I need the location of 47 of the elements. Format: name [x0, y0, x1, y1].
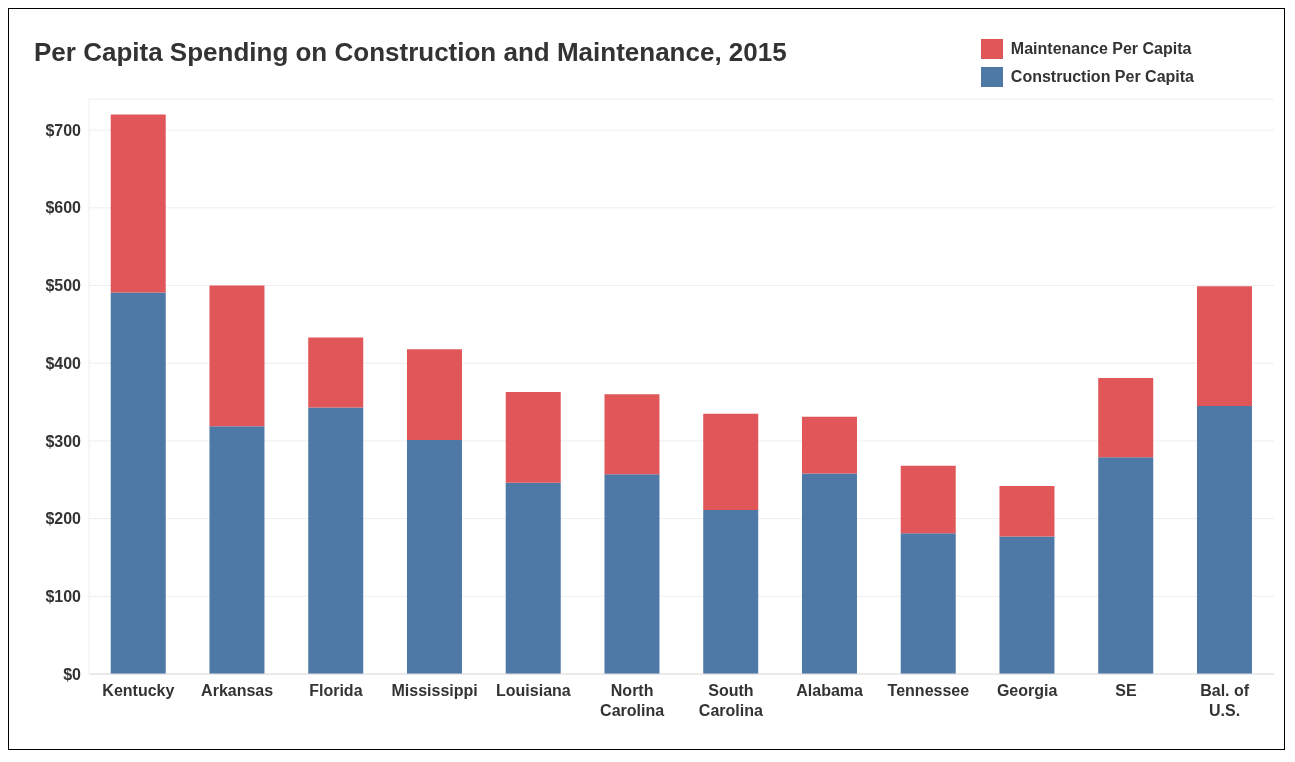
bar	[308, 407, 364, 674]
bar	[900, 465, 956, 534]
legend-label: Construction Per Capita	[1010, 68, 1194, 86]
bar	[110, 114, 166, 293]
x-tick-label: Florida	[309, 682, 363, 699]
bar	[1098, 377, 1154, 458]
bar	[110, 292, 166, 674]
bar	[604, 474, 660, 674]
y-tick-label: $700	[45, 121, 82, 139]
x-tick-label: Tennessee	[887, 682, 970, 699]
x-tick-label: Bal. of U.S.	[1200, 682, 1250, 719]
y-tick-label: $0	[63, 665, 82, 683]
bar	[801, 473, 857, 674]
x-tick-label: Louisiana	[496, 682, 571, 699]
x-tick-label: SE	[1115, 682, 1137, 699]
bar	[999, 536, 1055, 674]
y-tick-label: $400	[45, 354, 82, 372]
x-tick-label: Alabama	[796, 682, 864, 699]
y-tick-label: $500	[45, 277, 82, 295]
x-tick-label: Mississippi	[391, 682, 478, 699]
y-tick-label: $300	[45, 432, 82, 450]
bar	[703, 413, 759, 511]
x-tick-label: Arkansas	[201, 682, 274, 699]
bar	[308, 337, 364, 408]
bar	[703, 510, 759, 674]
y-tick-label: $600	[45, 199, 82, 217]
x-tick-label: Georgia	[996, 682, 1058, 699]
bar	[505, 391, 561, 483]
x-tick-label: North Carolina	[600, 682, 665, 719]
bar	[505, 482, 561, 674]
bar	[1196, 405, 1252, 674]
bar	[406, 440, 462, 674]
y-tick-label: $100	[45, 587, 82, 605]
bar	[900, 533, 956, 674]
y-tick-label: $200	[45, 510, 82, 528]
bar	[1196, 286, 1252, 406]
x-tick-label: South Carolina	[698, 682, 763, 719]
bar	[209, 426, 265, 674]
bar	[801, 416, 857, 474]
chart-title: Per Capita Spending on Construction and Maintenance, 2015	[34, 37, 787, 68]
bar	[209, 285, 265, 427]
bar	[604, 394, 660, 475]
legend-label: Maintenance Per Capita	[1010, 40, 1192, 58]
bar	[999, 485, 1055, 537]
x-tick-label: Kentucky	[102, 682, 175, 699]
bar	[1098, 457, 1154, 674]
bar	[406, 349, 462, 441]
